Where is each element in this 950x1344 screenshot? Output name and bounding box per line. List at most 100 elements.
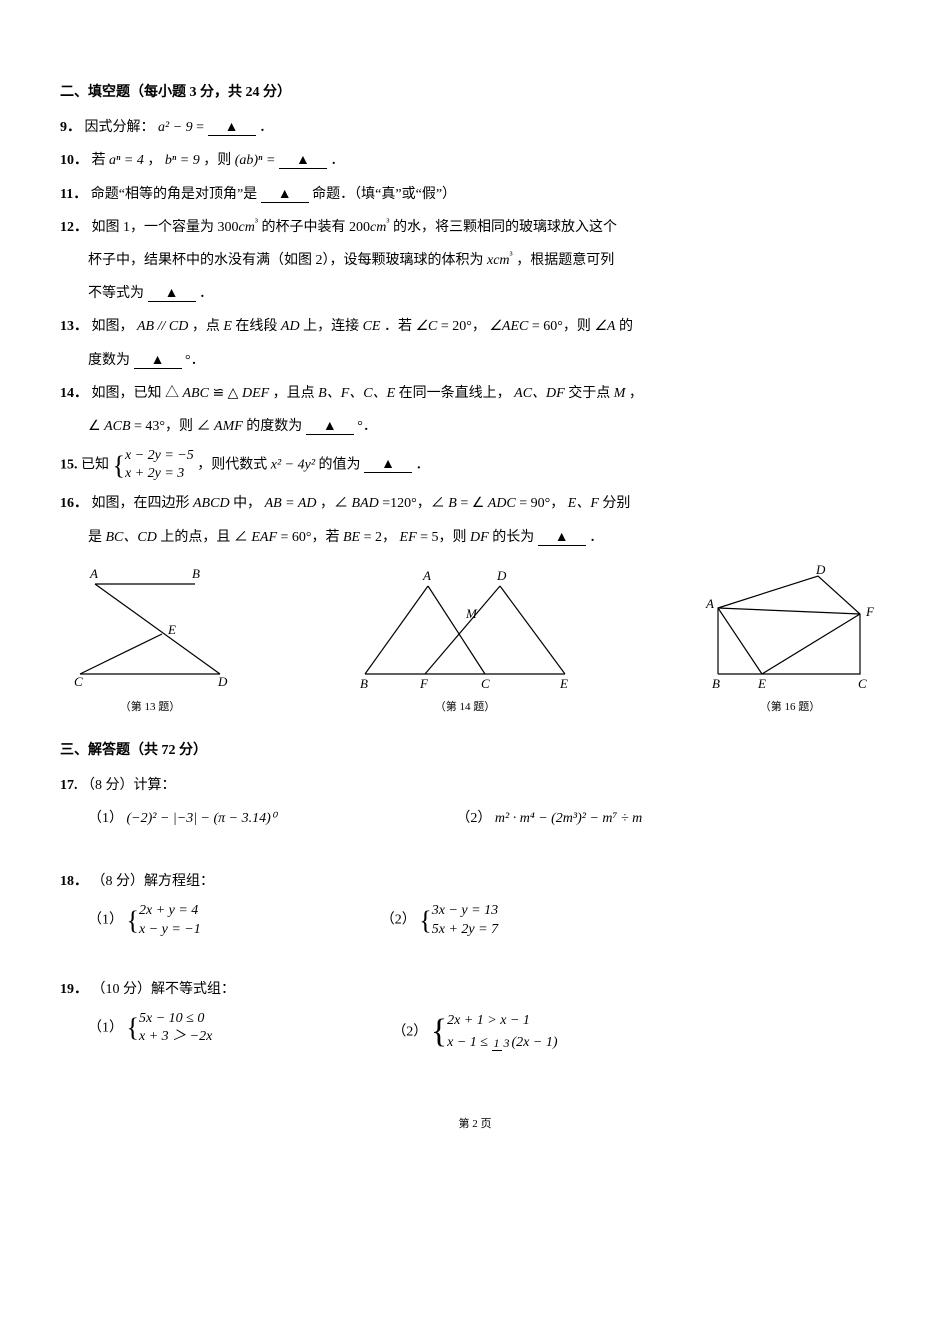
svg-text:B: B — [192, 566, 200, 581]
q14-l5: 交于点 — [568, 386, 614, 401]
q16-eADC: ADC — [488, 496, 516, 511]
q14-eAMF: AMF — [214, 419, 243, 434]
q14-l1: 如图，已知 △ — [92, 386, 180, 401]
q14-l6: ， — [629, 386, 643, 401]
section3-title: 三、解答题（共 72 分） — [60, 738, 890, 763]
q14-pts: B、F、C、E — [318, 386, 395, 401]
q16-l7: 分别 — [602, 496, 630, 511]
q13-eAD: AD — [281, 319, 300, 334]
q15-mid: ，则代数式 — [197, 457, 271, 472]
q17-p1e: (−2)² − |−3| − (π − 3.14)⁰ — [127, 811, 277, 826]
q9-blank: ▲ — [208, 121, 256, 136]
q19-p2b-pre: x − 1 ≤ — [447, 1035, 491, 1050]
fig14-svg: A D M B F C E — [350, 564, 580, 694]
q13-e1: AB // CD — [137, 319, 188, 334]
q16-l12: = 5，则 — [420, 530, 470, 545]
q16-l3: ，∠ — [320, 496, 348, 511]
svg-text:M: M — [465, 606, 478, 621]
q16-eBCCD: BC、CD — [106, 530, 157, 545]
q17-num: 17. — [60, 778, 78, 793]
q18-p2lbl: （2） — [381, 913, 416, 928]
q15-tail: ． — [416, 457, 430, 472]
q14: 14． 如图，已知 △ ABC ≌ △ DEF ，且点 B、F、C、E 在同一条… — [60, 381, 890, 406]
q18-num: 18． — [60, 874, 88, 889]
q17-p1: （1） (−2)² − |−3| − (π − 3.14)⁰ — [88, 806, 276, 831]
q16-eABCD: ABCD — [193, 496, 230, 511]
q15-num: 15. — [60, 457, 78, 472]
fig16-cap: （第 16 题） — [690, 698, 890, 718]
fig16-svg: A D F B E C — [690, 564, 890, 694]
q18-p1a: 2x + y = 4 — [139, 902, 201, 920]
q10-blank: ▲ — [279, 154, 327, 169]
q18-parts: （1） { 2x + y = 4 x − y = −1 （2） { 3x − y… — [60, 902, 890, 938]
q14-num: 14． — [60, 386, 88, 401]
q12-l2b: ，根据题意可列 — [516, 253, 614, 268]
fig13-cap: （第 13 题） — [60, 698, 240, 718]
q12-num: 12． — [60, 220, 88, 235]
q12-blank: ▲ — [148, 287, 196, 302]
q17-p2: （2） m² · m⁴ − (2m³)² − m⁷ ÷ m — [456, 806, 642, 831]
q18-p1: （1） { 2x + y = 4 x − y = −1 — [88, 902, 201, 938]
q19-p2b-post: (2x − 1) — [512, 1035, 558, 1050]
q16-tail: ． — [589, 530, 603, 545]
q19: 19． （10 分）解不等式组： — [60, 977, 890, 1002]
q17-parts: （1） (−2)² − |−3| − (π − 3.14)⁰ （2） m² · … — [60, 806, 890, 831]
q11-t2: 命题．（填“真”或“假”） — [312, 187, 456, 202]
q14-eABC: ABC — [183, 386, 209, 401]
svg-text:A: A — [705, 596, 714, 611]
q9-expr: a² − 9 — [158, 120, 193, 135]
q11-t1: 命题“相等的角是对顶角”是 — [91, 187, 257, 202]
q15-post: 的值为 — [319, 457, 361, 472]
q11-num: 11． — [60, 187, 87, 202]
q9-num: 9． — [60, 120, 81, 135]
q12-line2: 杯子中，结果杯中的水没有满（如图 2），设每颗玻璃球的体积为 xcm³ ，根据题… — [60, 248, 890, 273]
q12-l1a: 如图 1，一个容量为 300 — [92, 220, 239, 235]
q13-l1: 如图， — [92, 319, 134, 334]
q12: 12． 如图 1，一个容量为 300cm³ 的杯子中装有 200cm³ 的水，将… — [60, 215, 890, 240]
svg-text:A: A — [422, 568, 431, 583]
q14-deg: °． — [357, 419, 377, 434]
q17-p1lbl: （1） — [88, 811, 123, 826]
svg-text:C: C — [74, 674, 83, 689]
q9: 9． 因式分解： a² − 9 = ▲ ． — [60, 115, 890, 140]
q12-l1b: 的杯子中装有 200 — [261, 220, 370, 235]
q14-eACDF: AC、DF — [514, 386, 565, 401]
q18-p1lbl: （1） — [88, 913, 123, 928]
q16-blank: ▲ — [538, 531, 586, 546]
q14-eM: M — [614, 386, 626, 401]
q14-l8: = 43°，则 ∠ — [134, 419, 211, 434]
q13-blank: ▲ — [134, 354, 182, 369]
q14-l2: ≌ △ — [212, 386, 238, 401]
q16-cond1: AB = AD — [265, 496, 317, 511]
q10-e2: bⁿ = 9 — [165, 153, 200, 168]
q14-eACB: ACB — [104, 419, 130, 434]
q15-expr: x² − 4y² — [271, 457, 315, 472]
svg-text:B: B — [712, 676, 720, 691]
fig13: A B C D E （第 13 题） — [60, 564, 240, 718]
q11: 11． 命题“相等的角是对顶角”是 ▲ 命题．（填“真”或“假”） — [60, 182, 890, 207]
q17-p2lbl: （2） — [456, 811, 491, 826]
q12-x: xcm — [487, 253, 510, 268]
q13-eE: E — [223, 319, 232, 334]
q13: 13． 如图， AB // CD ，点 E 在线段 AD 上，连接 CE ．若 … — [60, 314, 890, 339]
q13-l3: 在线段 — [235, 319, 281, 334]
q10-num: 10． — [60, 153, 88, 168]
svg-text:D: D — [496, 568, 507, 583]
q16-l4: =120°，∠ — [382, 496, 445, 511]
q19-p1: （1） { 5x − 10 ≤ 0 x + 3 ＞ −2x — [88, 1010, 212, 1055]
fig13-svg: A B C D E — [60, 564, 240, 694]
figures-row: A B C D E （第 13 题） A D M B F C E （第 14 题… — [60, 564, 890, 718]
q12-line3: 不等式为 ▲ ． — [60, 281, 890, 306]
q16-cond3: EF — [400, 530, 417, 545]
q13-l8: 的 — [619, 319, 633, 334]
q18-pts: （8 分）解方程组： — [92, 874, 215, 889]
svg-text:E: E — [167, 622, 176, 637]
q13-l9: 度数为 — [88, 353, 130, 368]
q15-sys1: x − 2y = −5 — [125, 447, 194, 465]
q13-l7: = 60°，则 — [532, 319, 595, 334]
q12-l1c: 的水，将三颗相同的玻璃球放入这个 — [393, 220, 617, 235]
q16-l10: = 60°，若 — [281, 530, 344, 545]
q19-p2b-num: 1 — [492, 1036, 502, 1051]
q18-p2: （2） { 3x − y = 13 5x + 2y = 7 — [381, 902, 498, 938]
q10-t3: ，则 — [203, 153, 235, 168]
